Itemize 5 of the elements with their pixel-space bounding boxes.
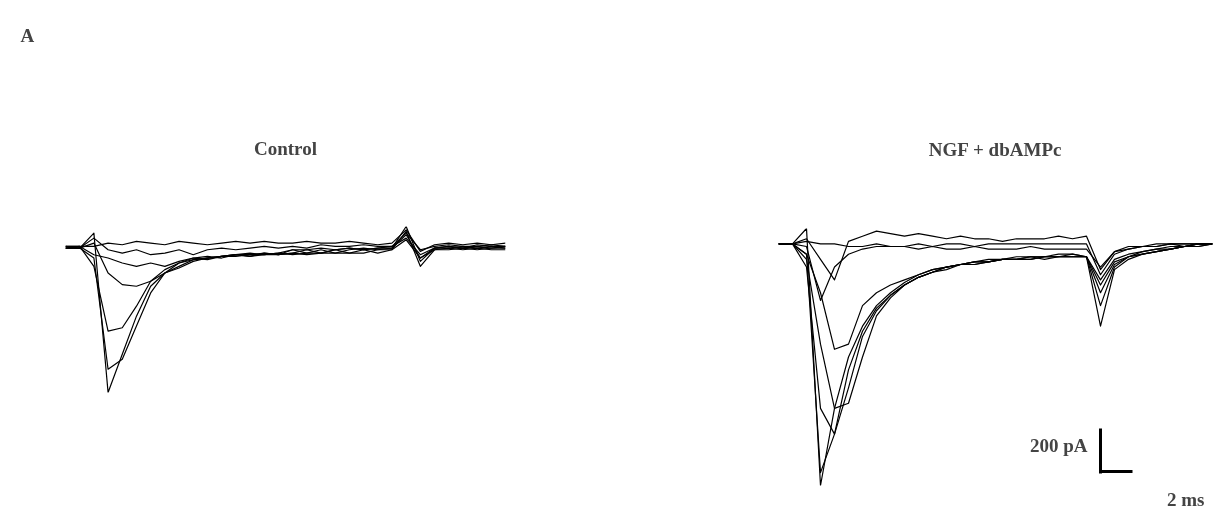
text: A — [20, 25, 35, 46]
annotation: 200 pA — [1029, 435, 1088, 456]
text: 2 ms — [1167, 488, 1205, 510]
chart-title: Control — [254, 137, 317, 159]
chart-title: NGF + dbAMPc — [928, 138, 1062, 160]
